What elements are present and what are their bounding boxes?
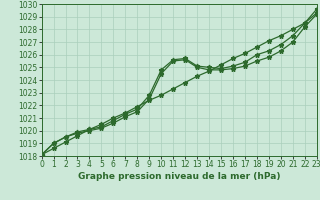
X-axis label: Graphe pression niveau de la mer (hPa): Graphe pression niveau de la mer (hPa) (78, 172, 280, 181)
